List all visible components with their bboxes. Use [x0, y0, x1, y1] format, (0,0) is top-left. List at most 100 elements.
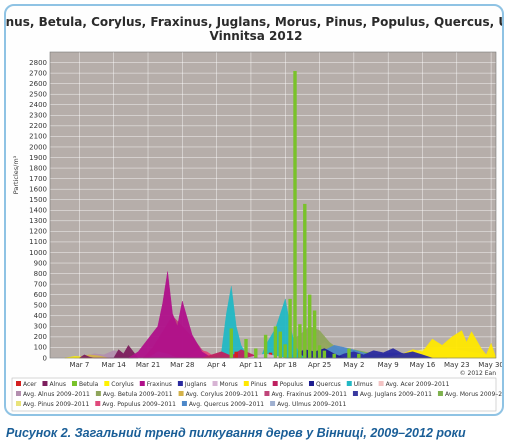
legend-label: Morus [220, 381, 238, 388]
legend-swatch [437, 391, 443, 396]
y-tick-label: 400 [34, 312, 47, 320]
legend-swatch [139, 381, 145, 386]
legend-label: Avg. Juglans 2009–2011 [360, 391, 432, 398]
plot-area: 0 100 200 300 400 500 600 700 800 900 1000 1100 1200… [12, 51, 502, 377]
x-tick-label: May 30 [478, 361, 502, 369]
x-tick-label: Apr 25 [308, 361, 331, 369]
y-tick-label: 2000 [29, 143, 47, 151]
legend-item-avg-quercus-2009-2011: Avg. Quercus 2009–2011 [181, 401, 264, 408]
legend-label: Ulmus [354, 381, 373, 388]
legend-label: Populus [280, 381, 303, 388]
y-tick-label: 300 [34, 323, 47, 331]
bar-betula [293, 71, 297, 358]
y-tick-label: 2100 [29, 133, 47, 141]
x-tick-label: May 9 [378, 361, 399, 369]
bar-betula [298, 324, 302, 358]
series-pinus [383, 330, 497, 359]
legend-label: Avg. Pinus 2009–2011 [23, 401, 89, 408]
bar-betula [283, 344, 287, 358]
legend-swatch [95, 391, 101, 396]
bar-betula [244, 339, 248, 358]
legend-swatch [378, 381, 384, 386]
chart-legend: Acer Alnus Betula Corylus Fraxinus Juglans Mor… [11, 377, 502, 412]
legend-label: Avg. Populus 2009–2011 [102, 401, 176, 408]
bar-betula [273, 326, 278, 358]
series-fraxinus [127, 271, 213, 359]
y-tick-label: 1400 [29, 207, 47, 215]
x-tick-label: May 23 [444, 361, 470, 369]
legend-label: Corylus [111, 381, 133, 388]
legend-item-quercus: Quercus [308, 381, 341, 388]
y-tick-label: 1200 [29, 228, 47, 236]
legend-swatch [270, 401, 276, 406]
legend-item-corylus: Corylus [104, 381, 134, 388]
legend-swatch [352, 391, 358, 396]
chart-title-line: Acer, Alnus, Betula, Corylus, Fraxinus, … [6, 15, 502, 29]
y-tick-label: 500 [34, 302, 47, 310]
legend-swatch [16, 401, 21, 406]
bar-betula [317, 345, 322, 358]
chart-title: Acer, Alnus, Betula, Corylus, Fraxinus, … [6, 15, 502, 43]
bar-betula [322, 350, 327, 358]
y-tick-label: 1700 [29, 175, 47, 183]
x-tick-label: Mar 7 [69, 361, 89, 369]
bar-betula [303, 203, 307, 358]
y-tick-label: 2600 [29, 80, 47, 88]
legend-label: Fraxinus [147, 381, 172, 388]
area-fraxinus [127, 271, 213, 359]
legend-item-avg-ulmus-2009-2011: Avg. Ulmus 2009–2011 [270, 401, 346, 408]
y-tick-label: 1600 [29, 185, 47, 193]
legend-label: Avg. Morus 2009–2011 [445, 391, 502, 398]
y-tick-label: 1100 [29, 238, 47, 246]
x-tick-label: Mar 14 [102, 361, 127, 369]
legend-box [11, 377, 497, 412]
x-tick-label: Apr 18 [274, 361, 297, 369]
legend-item-fraxinus: Fraxinus [139, 381, 172, 388]
y-tick-label: 2500 [29, 91, 47, 99]
plot-border [49, 51, 497, 359]
y-tick-label: 2300 [29, 112, 47, 120]
legend-swatch [264, 391, 270, 396]
legend-item-ulmus: Ulmus [346, 381, 373, 388]
y-tick-label: 100 [34, 344, 47, 352]
legend-label: Avg. Fraxinus 2009–2011 [271, 391, 347, 398]
legend-swatch [243, 381, 249, 386]
y-tick-label: 1000 [29, 249, 47, 257]
bar-betula [312, 310, 317, 358]
legend-item-acer: Acer [16, 381, 37, 388]
legend-item-avg-fraxinus-2009-2011: Avg. Fraxinus 2009–2011 [264, 391, 347, 398]
y-tick-label: 1300 [29, 217, 47, 225]
bar-betula [347, 348, 351, 358]
y-tick-label: 2400 [29, 101, 47, 109]
legend-swatch [346, 381, 352, 386]
bar-acer [234, 351, 238, 358]
x-tick-label: May 16 [410, 361, 436, 369]
legend-swatch [16, 391, 21, 396]
legend-label: Pinus [251, 381, 267, 388]
legend-label: Avg. Quercus 2009–2011 [189, 401, 264, 408]
bar-betula [278, 331, 282, 358]
legend-item-avg-juglans-2009-2011: Avg. Juglans 2009–2011 [352, 391, 432, 398]
y-axis-label: Particles/m³ [12, 155, 20, 194]
series-betula [229, 71, 361, 358]
figure-caption: Рисунок 2. Загальний тренд пилкування де… [6, 426, 466, 440]
legend-swatch [308, 381, 314, 386]
legend-swatch [42, 381, 48, 386]
legend-label: Acer [23, 381, 37, 388]
bar-betula [288, 298, 292, 358]
legend-item-betula: Betula [71, 381, 99, 388]
legend-item-pinus: Pinus [243, 381, 267, 388]
chart-copyright: © 2012 Ean [460, 370, 497, 377]
legend-item-avg-alnus-2009-2011: Avg. Alnus 2009–2011 [16, 391, 90, 398]
y-tick-label: 1900 [29, 154, 47, 162]
figure-frame: Acer, Alnus, Betula, Corylus, Fraxinus, … [4, 4, 504, 416]
legend-label: Avg. Acer 2009–2011 [386, 381, 450, 388]
legend-item-avg-populus-2009-2011: Avg. Populus 2009–2011 [95, 401, 176, 408]
plot-background [50, 52, 496, 358]
legend-label: Avg. Betula 2009–2011 [103, 391, 173, 398]
x-tick-label: Apr 4 [207, 361, 226, 369]
bar-betula [332, 353, 336, 358]
x-tick-label: Apr 11 [239, 361, 262, 369]
bar-betula [308, 294, 312, 358]
legend-swatch [95, 401, 101, 406]
